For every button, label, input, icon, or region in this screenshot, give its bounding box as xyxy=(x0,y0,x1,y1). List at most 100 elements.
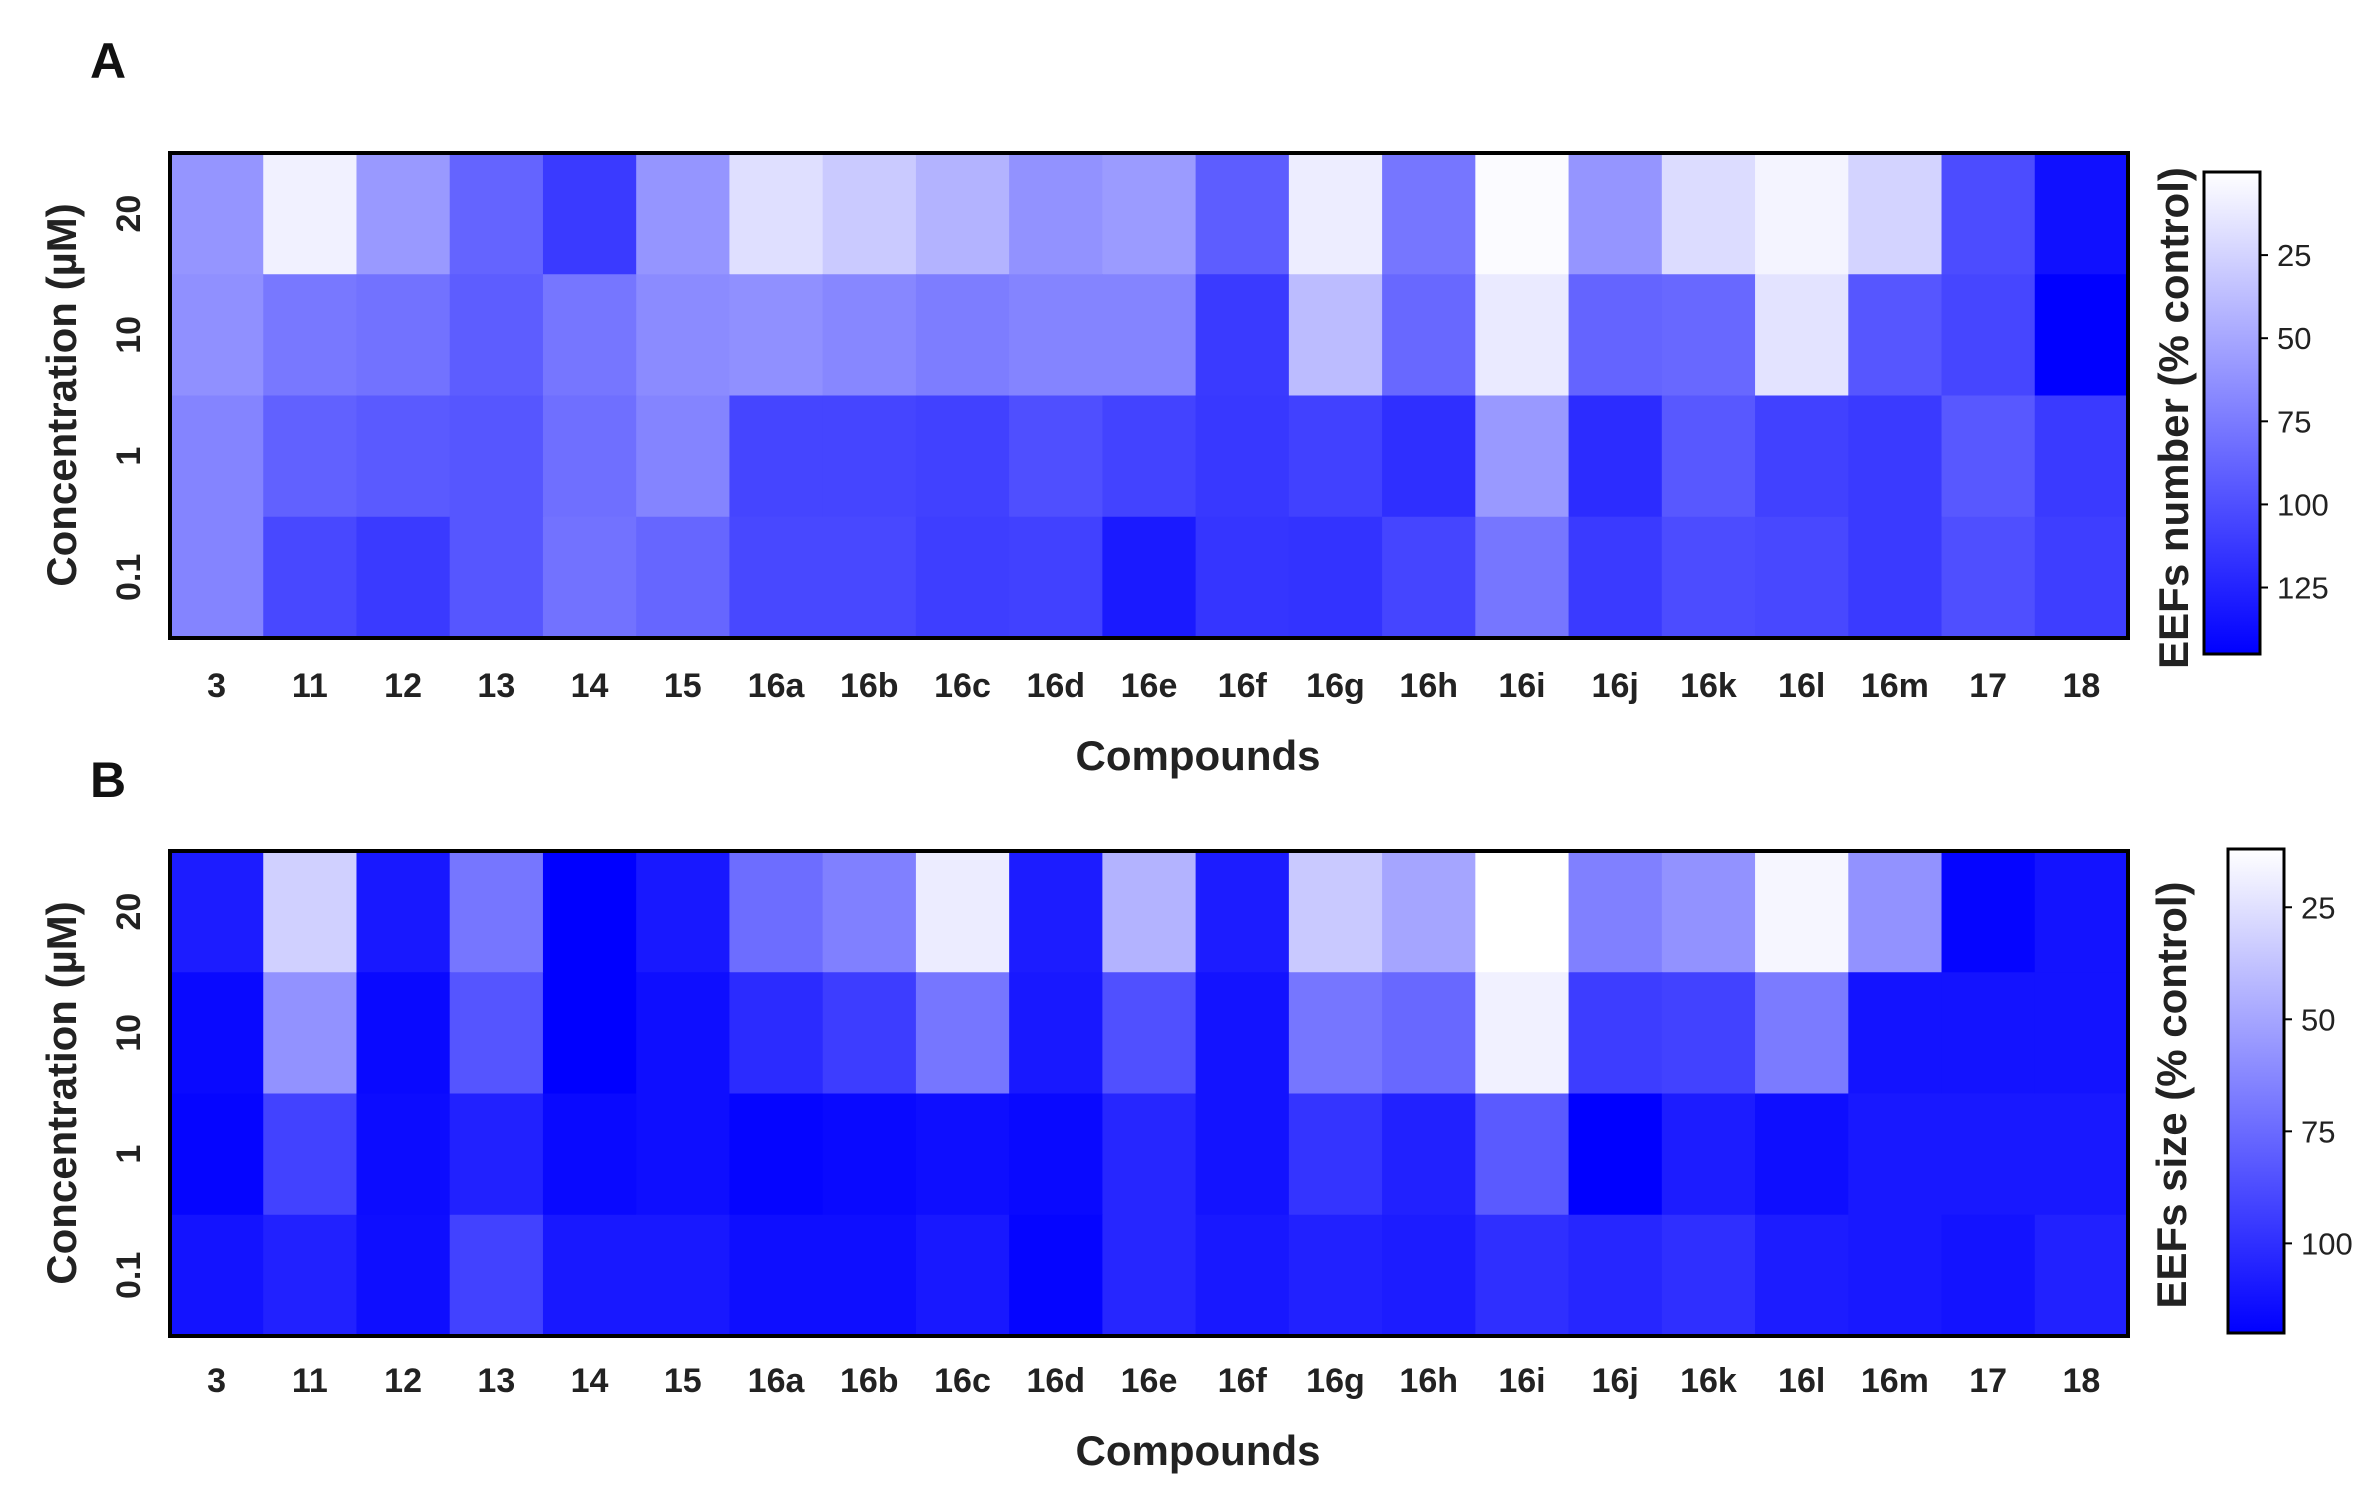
y-tick-label: 0.1 xyxy=(110,1252,148,1299)
heatmap-cell-16e-20 xyxy=(1102,851,1197,973)
heatmap-cell-16h-0.1 xyxy=(1382,516,1476,639)
heatmap-cell-16b-10 xyxy=(822,274,917,397)
heatmap-cell-16m-0.1 xyxy=(1848,1214,1943,1337)
heatmap-cell-16g-20 xyxy=(1288,153,1383,275)
heatmap-panel-b: B 3 11 12 13 14 15 16a 16b 16c 16d 16e 16f 16g 16h 16i… xyxy=(38,752,2353,1474)
heatmap-cell-16j-20 xyxy=(1568,153,1663,275)
heatmap-cell-15-20 xyxy=(636,851,731,973)
heatmap-cell-17-0.1 xyxy=(1941,1214,2036,1337)
heatmap-cell-12-1 xyxy=(356,1093,451,1216)
x-tick-label: 15 xyxy=(664,667,702,705)
heatmap-cell-16k-20 xyxy=(1661,153,1756,275)
heatmap-cell-16g-1 xyxy=(1288,1093,1383,1216)
heatmap-cell-14-1 xyxy=(542,395,637,518)
heatmap-cell-12-0.1 xyxy=(356,516,451,639)
heatmap-cell-14-0.1 xyxy=(542,516,637,639)
colorbar-tick-label: 75 xyxy=(2301,1114,2335,1149)
x-tick-label: 18 xyxy=(2062,1362,2100,1400)
heatmap-cell-3-20 xyxy=(170,851,264,973)
heatmap-cell-16m-0.1 xyxy=(1848,516,1943,639)
heatmap-cell-16m-20 xyxy=(1848,153,1943,275)
heatmap-cell-16d-0.1 xyxy=(1009,1214,1103,1337)
heatmap-cell-18-10 xyxy=(2034,274,2129,397)
colorbar-tick-label: 25 xyxy=(2277,238,2311,273)
x-tick-label: 16j xyxy=(1592,667,1639,705)
heatmap-cell-16f-10 xyxy=(1195,972,1290,1095)
heatmap-cell-11-20 xyxy=(263,153,358,275)
heatmap-cell-15-20 xyxy=(636,153,731,275)
heatmap-panel-a: A 3 11 12 13 14 15 16a 16b 16c 16d 16e 16f 16g 16h 16i… xyxy=(38,33,2329,779)
heatmap-cell-18-20 xyxy=(2034,851,2129,973)
colorbar-tick-label: 100 xyxy=(2301,1226,2353,1261)
heatmap-cell-18-10 xyxy=(2034,972,2129,1095)
heatmap-cell-16h-20 xyxy=(1382,153,1476,275)
heatmap-cells-b xyxy=(170,851,2129,1337)
heatmap-cell-13-0.1 xyxy=(449,1214,544,1337)
heatmap-cell-16e-0.1 xyxy=(1102,1214,1197,1337)
heatmap-cell-16k-10 xyxy=(1661,274,1756,397)
x-tick-label: 16i xyxy=(1498,1362,1545,1400)
x-tick-label: 16j xyxy=(1592,1362,1639,1400)
heatmap-cell-3-1 xyxy=(170,395,264,518)
heatmap-cell-16d-20 xyxy=(1009,153,1103,275)
x-tick-label: 16a xyxy=(748,667,806,705)
heatmap-cell-16b-20 xyxy=(822,851,917,973)
heatmap-cell-16j-1 xyxy=(1568,395,1663,518)
heatmap-cell-16e-0.1 xyxy=(1102,516,1197,639)
heatmap-cell-16g-1 xyxy=(1288,395,1383,518)
heatmap-cell-16l-1 xyxy=(1755,395,1849,518)
heatmap-cell-11-10 xyxy=(263,274,358,397)
colorbar-gradient xyxy=(2202,170,2262,656)
x-tick-label: 16l xyxy=(1778,1362,1825,1400)
y-tick-label: 1 xyxy=(110,447,148,466)
heatmap-cell-18-20 xyxy=(2034,153,2129,275)
heatmap-cell-16l-1 xyxy=(1755,1093,1849,1216)
x-tick-label: 17 xyxy=(1969,667,2007,705)
heatmap-cell-16c-10 xyxy=(915,274,1010,397)
heatmap-cell-13-20 xyxy=(449,851,544,973)
colorbar-b: 25 50 75 100 xyxy=(2226,847,2353,1335)
heatmap-cell-16g-0.1 xyxy=(1288,1214,1383,1337)
heatmap-cell-17-20 xyxy=(1941,153,2036,275)
heatmap-cell-13-0.1 xyxy=(449,516,544,639)
heatmap-cell-16i-10 xyxy=(1475,274,1570,397)
heatmap-cell-16i-1 xyxy=(1475,1093,1570,1216)
y-tick-labels-b: 20 10 1 0.1 xyxy=(110,893,148,1299)
x-axis-title-a: Compounds xyxy=(1076,732,1321,779)
heatmap-cell-13-1 xyxy=(449,1093,544,1216)
heatmap-cell-15-0.1 xyxy=(636,516,731,639)
y-tick-label: 10 xyxy=(110,316,148,354)
x-tick-label: 16l xyxy=(1778,667,1825,705)
heatmap-cell-16j-20 xyxy=(1568,851,1663,973)
heatmap-cell-16c-1 xyxy=(915,1093,1010,1216)
heatmap-cell-3-1 xyxy=(170,1093,264,1216)
heatmap-cell-13-10 xyxy=(449,972,544,1095)
heatmap-cell-16m-10 xyxy=(1848,274,1943,397)
heatmap-cell-16j-10 xyxy=(1568,274,1663,397)
heatmap-cell-16m-1 xyxy=(1848,395,1943,518)
heatmap-cell-12-10 xyxy=(356,274,451,397)
x-tick-label: 16g xyxy=(1306,667,1365,705)
heatmap-cell-16c-0.1 xyxy=(915,1214,1010,1337)
y-tick-labels-a: 20 10 1 0.1 xyxy=(110,195,148,601)
heatmap-cell-15-1 xyxy=(636,1093,731,1216)
x-axis-title-b: Compounds xyxy=(1076,1427,1321,1474)
heatmap-cell-13-10 xyxy=(449,274,544,397)
heatmap-cell-16e-10 xyxy=(1102,972,1197,1095)
heatmap-cell-16l-0.1 xyxy=(1755,516,1849,639)
colorbar-title-a: EEFs number (% control) xyxy=(2150,167,2197,669)
heatmap-cell-11-1 xyxy=(263,395,358,518)
heatmap-cell-16g-10 xyxy=(1288,274,1383,397)
colorbar-tick-label: 75 xyxy=(2277,404,2311,439)
heatmap-cell-16k-10 xyxy=(1661,972,1756,1095)
heatmap-cell-17-1 xyxy=(1941,395,2036,518)
heatmap-cell-16i-1 xyxy=(1475,395,1570,518)
x-tick-label: 16c xyxy=(934,1362,991,1400)
heatmap-cell-16f-0.1 xyxy=(1195,1214,1290,1337)
heatmap-cell-12-1 xyxy=(356,395,451,518)
heatmap-cell-16k-0.1 xyxy=(1661,516,1756,639)
heatmap-cell-14-10 xyxy=(542,274,637,397)
heatmap-frame-b xyxy=(168,849,2130,1338)
x-tick-label: 16h xyxy=(1399,667,1458,705)
